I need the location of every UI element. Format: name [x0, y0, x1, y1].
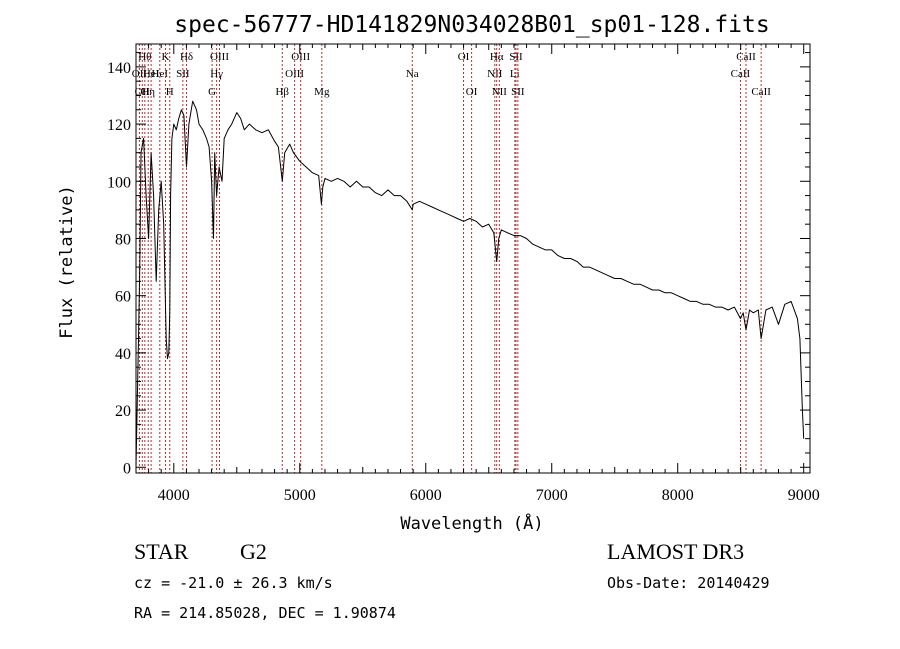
marker-label: OIII [291, 51, 310, 63]
marker-label: HeI [143, 68, 160, 80]
marker-label: HeI [152, 68, 169, 80]
y-tick-label: 100 [107, 174, 131, 191]
marker-label: Hα [490, 51, 504, 63]
marker-label: Hγ [210, 68, 223, 80]
y-tick-label: 140 [107, 60, 131, 77]
marker-label: OI [458, 51, 470, 63]
x-axis-label: Wavelength (Å) [400, 512, 543, 534]
observation-date: Obs-Date: 20140429 [607, 574, 770, 592]
x-tick-label: 8000 [662, 487, 694, 504]
marker-label: H [166, 86, 174, 98]
chart-title: spec-56777-HD141829N034028B01_sp01-128.f… [174, 12, 769, 38]
marker-label: Na [406, 68, 419, 80]
y-tick-label: 60 [115, 289, 131, 306]
plot-area [135, 100, 805, 468]
marker-label: Li [510, 68, 520, 80]
survey-name: LAMOST DR3 [607, 539, 745, 564]
marker-label: CaII [751, 86, 771, 98]
y-tick-label: 40 [115, 346, 131, 363]
y-tick-label: 20 [115, 403, 131, 420]
y-axis-label: Flux (relative) [57, 185, 77, 339]
marker-label: SII [509, 51, 523, 63]
x-tick-label: 4000 [158, 487, 190, 504]
marker-label: Hδ [180, 51, 193, 63]
marker-label: SII [511, 86, 525, 98]
sky-coordinates: RA = 214.85028, DEC = 1.90874 [134, 604, 396, 622]
marker-label: NII [487, 68, 503, 80]
marker-label: OI [466, 86, 478, 98]
y-tick-label: 0 [123, 460, 131, 477]
emission-line-markers: OIIOIIHθHηHeIHeIKHSIIHδGHγOIIIHβOIIIOIII… [132, 44, 771, 473]
plot-frame [135, 43, 811, 474]
marker-label: Hη [141, 86, 155, 98]
marker-label: G [208, 86, 216, 98]
x-tick-label: 6000 [410, 487, 442, 504]
marker-label: CaII [736, 51, 756, 63]
marker-label: K [162, 51, 170, 63]
object-class: STAR [134, 539, 189, 564]
redshift-velocity: cz = -21.0 ± 26.3 km/s [134, 574, 333, 592]
y-axis: 0 20 40 60 80 100 120 140 [107, 52, 810, 477]
x-axis: 4000 5000 6000 7000 8000 9000 [148, 44, 820, 504]
x-tick-label: 9000 [788, 487, 820, 504]
y-tick-label: 80 [115, 231, 131, 248]
marker-label: CaII [731, 68, 751, 80]
spectral-subclass: G2 [240, 539, 267, 564]
x-tick-label: 7000 [536, 487, 568, 504]
x-tick-label: 5000 [284, 487, 316, 504]
marker-label: Mg [314, 86, 330, 98]
marker-label: Hβ [275, 86, 289, 98]
marker-label: NII [492, 86, 508, 98]
flux-series-line [135, 100, 805, 468]
marker-label: OIII [210, 51, 229, 63]
marker-label: SII [176, 68, 190, 80]
marker-label: OIII [285, 68, 304, 80]
y-tick-label: 120 [107, 117, 131, 134]
